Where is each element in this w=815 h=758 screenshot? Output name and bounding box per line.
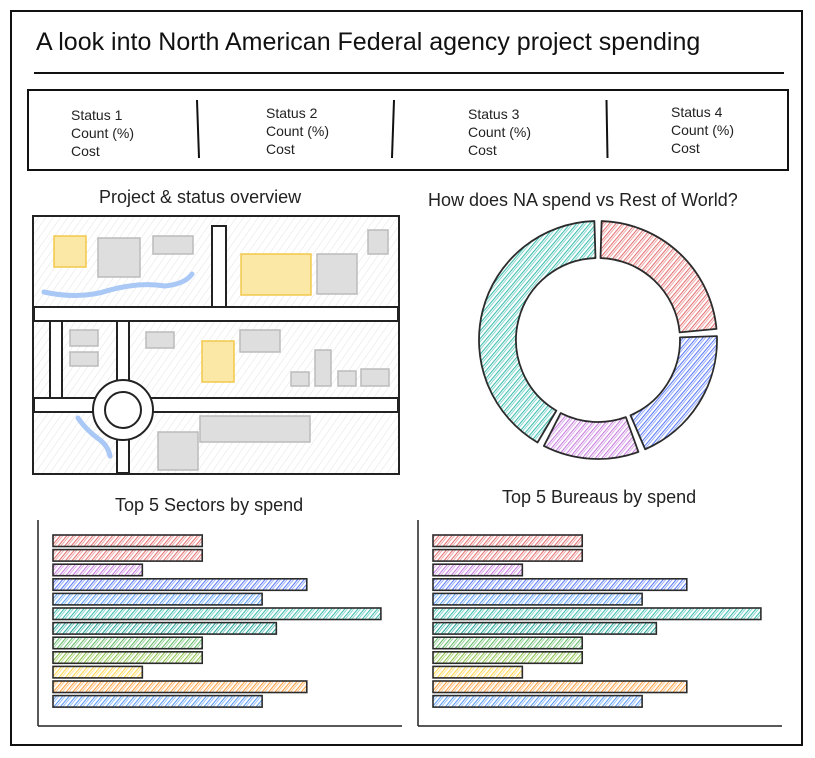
map-project-block[interactable]: [157, 431, 199, 471]
status-card-3-cost: Cost: [468, 142, 497, 158]
bar-11[interactable]: [52, 680, 308, 694]
map-project-block[interactable]: [360, 368, 390, 387]
map-project-block[interactable]: [69, 329, 99, 347]
status-card-3[interactable]: Status 3 Count (%) Cost: [468, 105, 531, 159]
status-card-4-cost: Cost: [671, 140, 700, 156]
status-card-3-name: Status 3: [468, 106, 520, 122]
map-project-highlight[interactable]: [201, 340, 235, 383]
map-project-highlight[interactable]: [240, 253, 312, 296]
bar-9[interactable]: [432, 650, 584, 665]
map-project-block[interactable]: [316, 253, 358, 295]
map-project-highlight[interactable]: [53, 235, 87, 268]
donut-slice-3[interactable]: [542, 412, 640, 460]
map-river-bottom: [75, 415, 113, 459]
map-project-block[interactable]: [367, 229, 389, 255]
bar-6[interactable]: [52, 607, 382, 621]
map-road-vertical-top: [211, 225, 227, 308]
donut-slice-2[interactable]: [629, 335, 718, 451]
status-card-1-name: Status 1: [71, 107, 123, 123]
bar-3[interactable]: [432, 563, 524, 577]
status-card-4-count: Count (%): [671, 122, 735, 138]
map-project-block[interactable]: [314, 349, 332, 387]
map-roundabout-center: [104, 391, 142, 429]
map-project-block[interactable]: [97, 237, 141, 278]
status-card-1[interactable]: Status 1 Count (%) Cost: [71, 106, 134, 160]
bar-3[interactable]: [52, 563, 144, 577]
status-card-2-name: Status 2: [266, 105, 318, 121]
map-project-block[interactable]: [290, 371, 310, 387]
bureaus-panel-title: Top 5 Bureaus by spend: [502, 487, 697, 507]
bar-4[interactable]: [432, 577, 688, 592]
map-river-top: [41, 271, 195, 299]
bar-6[interactable]: [432, 607, 762, 621]
bar-8[interactable]: [52, 636, 204, 650]
donut-panel-title: How does NA spend vs Rest of World?: [428, 190, 738, 210]
bar-1[interactable]: [432, 534, 584, 548]
donut-slice-1[interactable]: [599, 220, 718, 334]
title-underline: [34, 72, 784, 74]
sectors-panel-title: Top 5 Sectors by spend: [115, 495, 304, 515]
bar-2[interactable]: [52, 548, 204, 562]
bar-12[interactable]: [432, 694, 643, 708]
bar-5[interactable]: [432, 592, 643, 606]
map-project-block[interactable]: [152, 235, 194, 255]
bar-8[interactable]: [432, 636, 584, 650]
bar-10[interactable]: [52, 665, 144, 679]
status-card-1-count: Count (%): [71, 125, 135, 141]
donut-slice-4[interactable]: [478, 220, 597, 444]
status-card-3-count: Count (%): [468, 124, 532, 140]
bar-9[interactable]: [52, 650, 204, 665]
bar-5[interactable]: [52, 592, 263, 606]
bar-4[interactable]: [52, 577, 308, 592]
bar-11[interactable]: [432, 680, 688, 694]
status-card-2[interactable]: Status 2 Count (%) Cost: [266, 104, 329, 158]
map-project-block[interactable]: [145, 331, 175, 349]
bar-10[interactable]: [432, 665, 524, 679]
dashboard-frame: [10, 10, 803, 746]
status-summary-box: [27, 89, 789, 171]
map-project-block[interactable]: [69, 351, 99, 367]
status-card-1-cost: Cost: [71, 143, 100, 159]
map-panel-title: Project & status overview: [99, 187, 302, 207]
bar-2[interactable]: [432, 548, 584, 562]
status-card-4-name: Status 4: [671, 104, 723, 120]
map-project-block[interactable]: [199, 415, 311, 443]
map-project-block[interactable]: [337, 370, 357, 387]
status-card-4[interactable]: Status 4 Count (%) Cost: [671, 103, 734, 157]
status-card-2-cost: Cost: [266, 141, 295, 157]
bar-7[interactable]: [52, 621, 278, 635]
map-project-block[interactable]: [239, 329, 281, 353]
status-card-2-count: Count (%): [266, 123, 330, 139]
bar-1[interactable]: [52, 534, 204, 548]
bar-7[interactable]: [432, 621, 658, 635]
bar-12[interactable]: [52, 694, 263, 708]
map-road-vertical-left: [49, 320, 63, 399]
page-title: A look into North American Federal agenc…: [36, 28, 701, 56]
